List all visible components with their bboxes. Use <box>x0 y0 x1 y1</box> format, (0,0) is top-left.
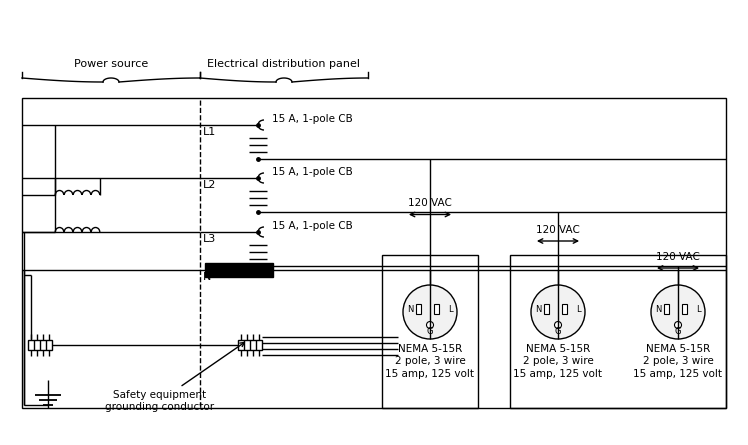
Text: L: L <box>448 306 453 315</box>
Bar <box>205 263 273 277</box>
Bar <box>238 340 262 350</box>
Text: Electrical distribution panel: Electrical distribution panel <box>207 59 361 69</box>
Circle shape <box>554 321 562 328</box>
Text: L: L <box>696 306 700 315</box>
Text: L: L <box>576 306 580 315</box>
Text: Power source: Power source <box>74 59 148 69</box>
Bar <box>28 340 52 350</box>
Text: L2: L2 <box>203 180 216 190</box>
Bar <box>416 304 421 314</box>
Text: L1: L1 <box>203 127 216 137</box>
Text: NEMA 5-15R
2 pole, 3 wire
15 amp, 125 volt: NEMA 5-15R 2 pole, 3 wire 15 amp, 125 vo… <box>634 344 723 379</box>
Text: 120 VAC: 120 VAC <box>656 252 700 262</box>
Text: N: N <box>203 272 212 282</box>
Circle shape <box>675 321 681 328</box>
Text: L3: L3 <box>203 234 216 244</box>
Text: N: N <box>407 306 413 315</box>
Text: G: G <box>675 327 681 336</box>
Circle shape <box>531 285 585 339</box>
Text: G: G <box>427 327 433 336</box>
Circle shape <box>426 321 434 328</box>
Text: 15 A, 1-pole CB: 15 A, 1-pole CB <box>272 221 353 231</box>
Text: NEMA 5-15R
2 pole, 3 wire
15 amp, 125 volt: NEMA 5-15R 2 pole, 3 wire 15 amp, 125 vo… <box>513 344 602 379</box>
Text: N: N <box>535 306 542 315</box>
Bar <box>562 304 567 314</box>
Bar <box>434 304 439 314</box>
Text: 120 VAC: 120 VAC <box>536 225 580 235</box>
Bar <box>682 304 687 314</box>
Bar <box>544 304 549 314</box>
Circle shape <box>651 285 705 339</box>
Bar <box>22 98 726 408</box>
Text: 15 A, 1-pole CB: 15 A, 1-pole CB <box>272 114 353 124</box>
Circle shape <box>403 285 457 339</box>
Bar <box>664 304 669 314</box>
Text: Safety equipment
grounding conductor: Safety equipment grounding conductor <box>105 343 245 412</box>
Text: 120 VAC: 120 VAC <box>408 198 452 209</box>
Bar <box>510 255 726 408</box>
Text: N: N <box>654 306 661 315</box>
Text: NEMA 5-15R
2 pole, 3 wire
15 amp, 125 volt: NEMA 5-15R 2 pole, 3 wire 15 amp, 125 vo… <box>385 344 474 379</box>
Text: G: G <box>555 327 561 336</box>
Text: 15 A, 1-pole CB: 15 A, 1-pole CB <box>272 167 353 177</box>
Bar <box>382 255 478 408</box>
